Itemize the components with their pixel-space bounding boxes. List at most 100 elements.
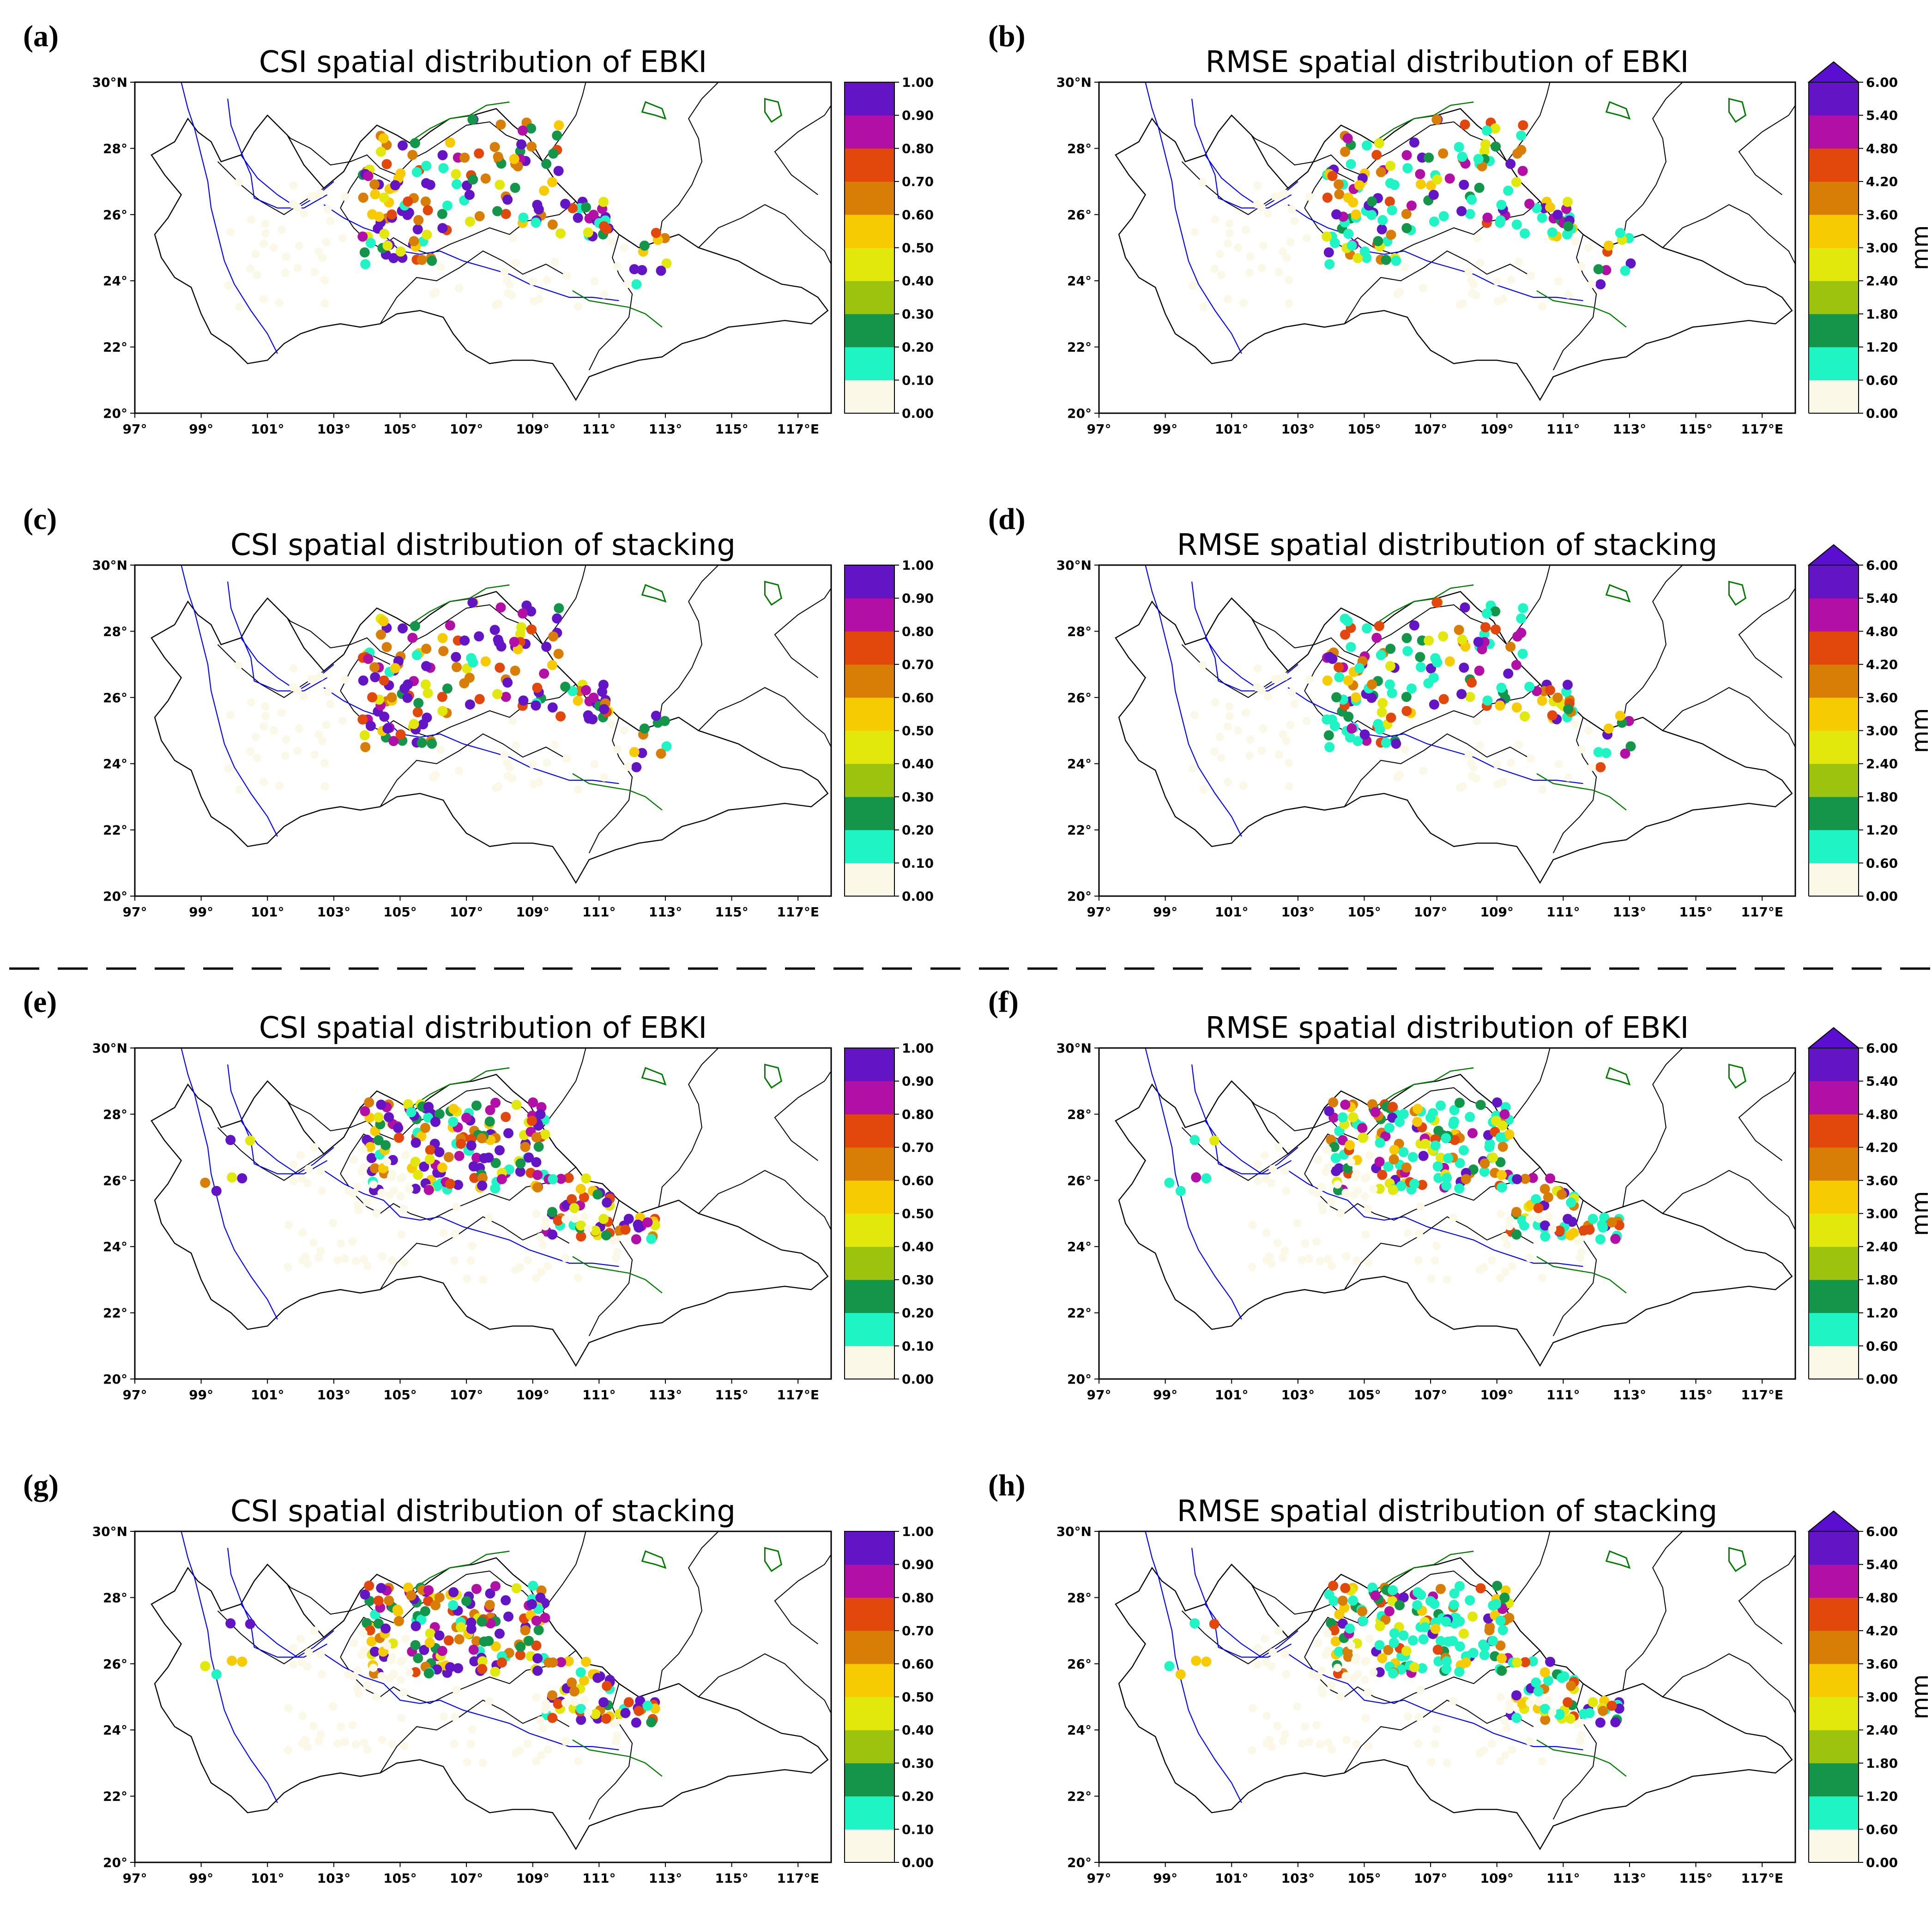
colorbar-tick-label: 0.30 — [902, 789, 934, 805]
station-point — [1327, 1262, 1336, 1271]
station-point — [1334, 1646, 1344, 1657]
station-point — [1271, 192, 1280, 201]
station-point — [1512, 148, 1523, 159]
province-boundary — [588, 717, 633, 854]
panel-title: RMSE spatial distribution of EBKI — [1206, 45, 1689, 79]
colorbar-segment — [1809, 598, 1859, 632]
station-point — [329, 1702, 338, 1711]
station-point — [501, 692, 511, 702]
station-point — [1540, 1667, 1550, 1678]
station-point — [1472, 774, 1481, 783]
colorbar-segment — [1809, 1114, 1859, 1148]
y-tick-label: 24° — [1067, 756, 1092, 771]
basemap — [1115, 82, 1795, 401]
station-point — [358, 675, 368, 686]
station-point — [390, 663, 400, 674]
colorbar-segment — [1809, 313, 1859, 348]
station-point — [309, 1238, 318, 1247]
station-point — [1279, 1737, 1287, 1746]
station-point — [424, 1638, 435, 1648]
station-point — [1343, 193, 1353, 203]
station-point — [310, 1626, 319, 1635]
province-boundary — [774, 1071, 831, 1161]
x-tick-label: 103° — [1281, 904, 1315, 920]
station-point — [601, 1713, 611, 1724]
x-tick-label: 113° — [649, 422, 682, 437]
station-point — [1322, 714, 1332, 725]
station-point — [360, 259, 371, 270]
station-point — [423, 1585, 434, 1596]
station-point — [1384, 1123, 1395, 1133]
station-point — [560, 681, 571, 692]
colorbar-tick-label: 0.40 — [902, 1239, 934, 1254]
station-point — [1262, 1658, 1270, 1667]
station-point — [567, 1677, 577, 1688]
station-point — [528, 760, 537, 769]
station-point — [1333, 1663, 1342, 1672]
station-point — [1441, 1616, 1451, 1627]
station-point — [316, 189, 325, 198]
basin-boundary — [1536, 773, 1627, 811]
province-boundary — [1662, 687, 1795, 747]
station-point — [1215, 733, 1224, 741]
station-point — [500, 267, 509, 276]
colorbar-tick-label: 1.80 — [1866, 1756, 1898, 1771]
station-point — [1395, 1600, 1405, 1611]
station-point — [600, 290, 609, 299]
station-point — [484, 1600, 495, 1610]
station-point — [1280, 672, 1289, 681]
station-point — [602, 1197, 612, 1208]
station-point — [492, 689, 503, 699]
station-point — [1577, 745, 1586, 753]
basin-boundary — [572, 1739, 663, 1777]
colorbar-segment — [845, 380, 894, 414]
x-tick-label: 97° — [123, 904, 147, 920]
colorbar-tick-label: 0.40 — [902, 1722, 934, 1738]
station-point — [443, 1635, 454, 1646]
colorbar-tick-label: 0.70 — [902, 1623, 934, 1638]
station-point — [357, 231, 368, 242]
province-boundary — [1506, 82, 1551, 162]
station-point — [409, 236, 419, 247]
colorbar-segment — [1809, 1346, 1859, 1379]
station-point — [450, 1229, 459, 1238]
station-point — [1512, 1657, 1522, 1668]
station-point — [399, 1204, 408, 1213]
station-point — [298, 1228, 307, 1237]
colorbar-tick-label: 1.00 — [902, 558, 934, 573]
station-point — [474, 211, 485, 222]
station-point — [1588, 763, 1596, 771]
station-point — [384, 1112, 394, 1122]
colorbar-segment — [845, 1796, 894, 1830]
station-point — [247, 215, 255, 224]
station-point — [1517, 1215, 1527, 1226]
station-point — [394, 1616, 404, 1626]
station-point — [1475, 1265, 1484, 1274]
station-point — [245, 1135, 255, 1146]
station-point — [1324, 1738, 1333, 1747]
colorbar-tick-label: 0.40 — [902, 273, 934, 289]
station-point — [494, 782, 503, 791]
x-tick-label: 117°E — [1741, 1387, 1783, 1403]
station-point — [495, 119, 506, 130]
station-point — [224, 281, 233, 290]
colorbar-tick-label: 1.20 — [1866, 340, 1898, 355]
station-point — [490, 1667, 501, 1677]
station-point — [1441, 1664, 1452, 1674]
station-point — [1234, 726, 1242, 735]
map-frame — [134, 564, 832, 897]
colorbar: 0.000.100.200.300.400.500.600.700.800.90… — [844, 1041, 934, 1387]
station-point — [437, 150, 448, 161]
x-tick-label: 115° — [1679, 1871, 1712, 1886]
station-point — [1312, 1721, 1321, 1729]
station-point — [1479, 1167, 1490, 1177]
station-point — [1417, 1180, 1427, 1190]
station-point — [1316, 1257, 1324, 1265]
station-point — [1429, 217, 1439, 227]
station-point — [1253, 1644, 1262, 1652]
station-point — [1351, 1655, 1360, 1664]
region-outline — [151, 108, 829, 401]
colorbar: 0.000.601.201.802.403.003.604.204.805.40… — [1807, 1510, 1932, 1870]
station-point — [1253, 683, 1262, 692]
panel-c: (c)CSI spatial distribution of stacking9… — [23, 502, 934, 920]
